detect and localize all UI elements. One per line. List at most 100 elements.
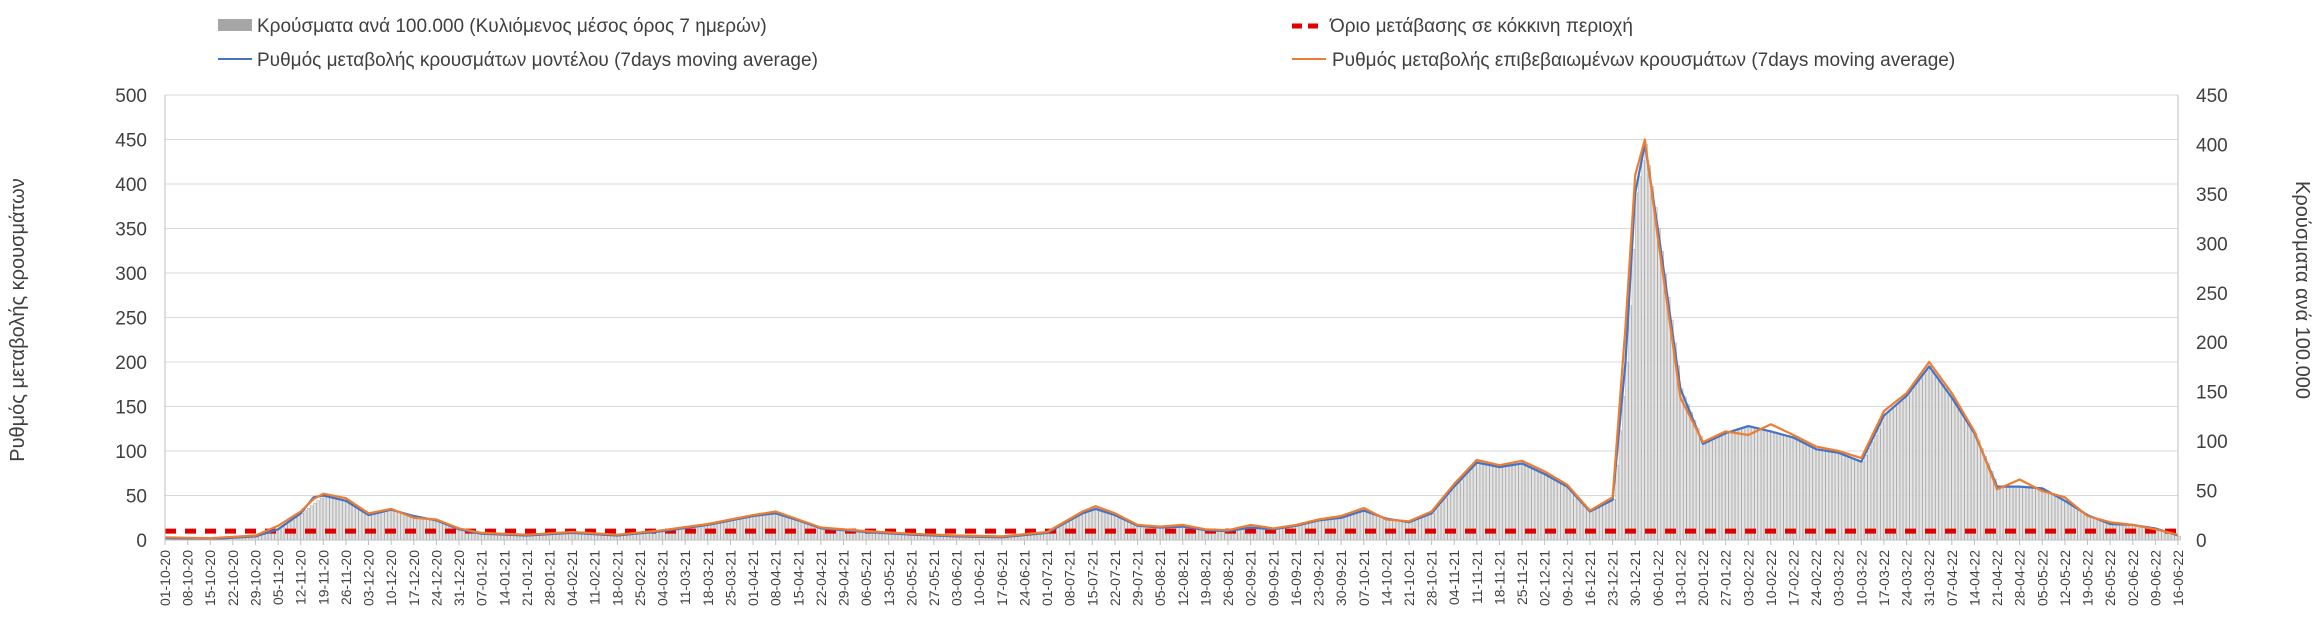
bar <box>1599 506 1603 541</box>
bar <box>1496 465 1500 541</box>
bar <box>1835 452 1839 541</box>
bar <box>1977 440 1981 541</box>
bar <box>2019 486 2023 541</box>
x-tick-label: 07-01-21 <box>474 550 490 606</box>
bar <box>1444 497 1448 541</box>
x-tick-label: 26-11-20 <box>338 550 354 605</box>
bar <box>1434 509 1438 541</box>
bar <box>1560 482 1564 541</box>
bar <box>1347 515 1351 541</box>
bar <box>1693 420 1697 541</box>
x-tick-label: 19-11-20 <box>315 550 331 605</box>
bar <box>1625 361 1629 541</box>
x-tick-label: 16-06-22 <box>2170 550 2186 606</box>
bar <box>342 499 346 541</box>
bar <box>1176 526 1180 541</box>
bar <box>1360 511 1364 541</box>
bar <box>1935 374 1939 541</box>
bar <box>1076 516 1079 541</box>
legend-swatch-bars <box>218 19 252 31</box>
x-tick-label: 05-05-22 <box>2034 550 2050 606</box>
bar <box>1825 450 1829 541</box>
bar <box>2142 526 2146 541</box>
bar <box>374 513 378 541</box>
bar <box>400 512 404 541</box>
x-tick-label: 27-01-22 <box>1718 550 1734 606</box>
bar <box>2061 498 2065 541</box>
x-tick-label: 06-05-21 <box>858 550 874 606</box>
bar <box>1929 365 1933 541</box>
gridlines <box>165 94 2178 541</box>
bar <box>1379 515 1383 541</box>
bar <box>407 514 411 541</box>
x-tick-label: 02-12-21 <box>1537 550 1553 606</box>
bar <box>1757 428 1761 541</box>
bar <box>1864 455 1868 541</box>
bar <box>1948 392 1952 541</box>
bar <box>1996 486 2000 541</box>
bar <box>1877 428 1881 541</box>
x-tick-label: 19-08-21 <box>1197 550 1213 606</box>
bar <box>1667 296 1671 541</box>
bar <box>2074 506 2078 541</box>
x-tick-label: 12-11-20 <box>293 550 309 605</box>
y2-tick-label: 400 <box>2196 135 2228 156</box>
bar <box>749 516 753 541</box>
bar <box>1515 463 1519 541</box>
bar <box>1160 526 1163 541</box>
x-tick-label: 18-03-21 <box>700 550 716 606</box>
bar <box>1899 401 1903 541</box>
x-tick-label: 24-12-20 <box>428 550 444 606</box>
bar <box>633 534 637 541</box>
bar <box>533 535 537 541</box>
bar <box>1838 452 1842 541</box>
legend-label-threshold: Όριο μετάβασης σε κόκκινη περιοχή <box>1329 16 1633 37</box>
x-tick-label: 09-09-21 <box>1265 550 1281 606</box>
x-tick-label: 07-04-22 <box>1944 550 1960 606</box>
bar <box>1735 430 1739 541</box>
bar <box>1037 533 1041 541</box>
bar <box>339 498 343 541</box>
bar <box>717 523 721 541</box>
bar <box>1906 395 1910 541</box>
bar <box>1887 412 1891 541</box>
bar <box>736 519 740 541</box>
bar <box>1738 429 1742 541</box>
bar <box>1767 430 1771 541</box>
bar <box>1337 517 1341 541</box>
y-tick-label: 150 <box>115 398 147 419</box>
x-tick-label: 20-05-21 <box>903 550 919 606</box>
bar <box>1832 451 1836 541</box>
bar <box>368 515 372 541</box>
y2-tick-label: 300 <box>2196 234 2228 255</box>
bar <box>1912 386 1916 541</box>
bar <box>1302 524 1306 541</box>
bar <box>2035 487 2039 541</box>
bar <box>1541 472 1545 541</box>
bar <box>1683 396 1687 541</box>
bar <box>1664 274 1668 541</box>
x-tick-label: 10-02-22 <box>1763 550 1779 606</box>
bar <box>1699 435 1703 541</box>
bar <box>697 526 701 541</box>
bar <box>1298 525 1302 541</box>
y2-tick-label: 450 <box>2196 86 2228 107</box>
bar <box>2090 516 2094 541</box>
x-tick-label: 16-12-21 <box>1582 550 1598 606</box>
bar <box>2080 510 2084 541</box>
x-tick-label: 04-02-21 <box>564 550 580 606</box>
bar <box>300 513 304 541</box>
bar <box>681 528 685 541</box>
bar <box>439 521 443 541</box>
bar <box>1295 525 1299 541</box>
bar <box>1105 511 1109 541</box>
bars-series <box>164 144 2181 541</box>
x-tick-label: 12-08-21 <box>1175 550 1191 606</box>
bar <box>1376 514 1380 541</box>
bar <box>1441 501 1445 541</box>
bar <box>623 535 627 541</box>
x-tick-label: 10-06-21 <box>971 550 987 606</box>
bar <box>1373 513 1377 541</box>
bar <box>785 516 789 541</box>
bar <box>526 535 530 541</box>
